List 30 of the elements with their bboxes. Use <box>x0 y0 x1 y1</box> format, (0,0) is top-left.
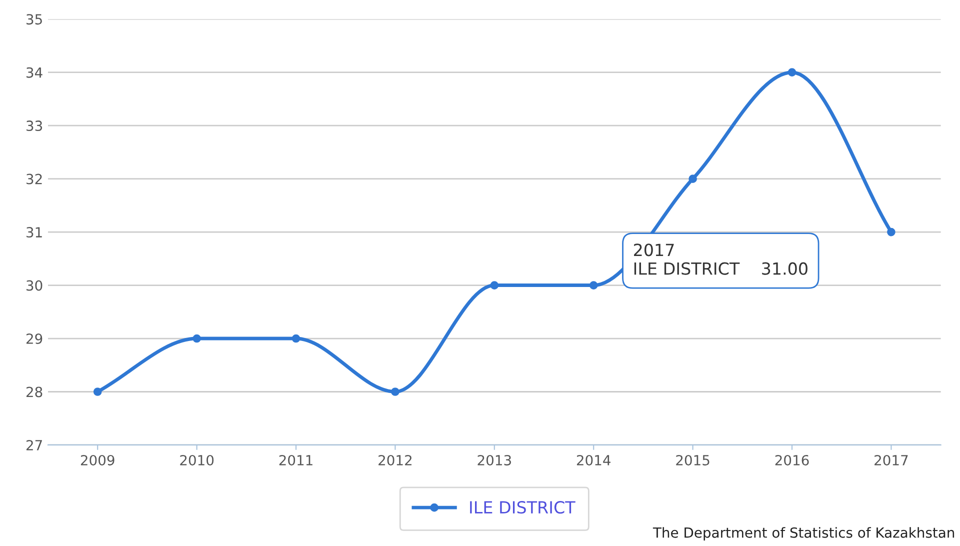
y-tick-label: 35 <box>26 14 42 25</box>
point <box>292 334 300 343</box>
y-tick-label: 34 <box>26 67 42 78</box>
point <box>589 281 598 290</box>
x-tick-label: 2014 <box>576 454 610 466</box>
point <box>391 388 400 396</box>
point <box>688 174 697 183</box>
y-tick-label: 29 <box>26 333 42 344</box>
text: The Department of Statistics of Kazakhstan <box>652 527 954 541</box>
x-tick-label: 2013 <box>478 454 511 466</box>
y-tick-label: 33 <box>26 120 42 132</box>
annotation: 2017 ILE DISTRICT 31.00 <box>634 244 808 275</box>
x-tick-label: 2011 <box>279 454 312 466</box>
x-tick-label: 2012 <box>378 454 412 466</box>
y-tick-label: 32 <box>26 174 42 184</box>
point <box>192 334 201 343</box>
x-tick-label: 2017 <box>874 454 908 466</box>
point <box>93 388 102 396</box>
y-tick-label: 30 <box>26 280 42 291</box>
point <box>490 281 499 290</box>
point <box>887 228 896 236</box>
legend-label: ILE DISTRICT <box>470 501 576 514</box>
x-tick-label: 2010 <box>180 454 214 466</box>
x-tick-label: 2015 <box>676 454 710 466</box>
x-tick-label: 2009 <box>80 454 114 466</box>
y-tick-label: 27 <box>26 440 42 450</box>
x-tick-label: 2016 <box>775 454 809 466</box>
y-tick-label: 31 <box>26 227 42 238</box>
point <box>788 68 796 77</box>
y-tick-label: 28 <box>26 386 42 398</box>
